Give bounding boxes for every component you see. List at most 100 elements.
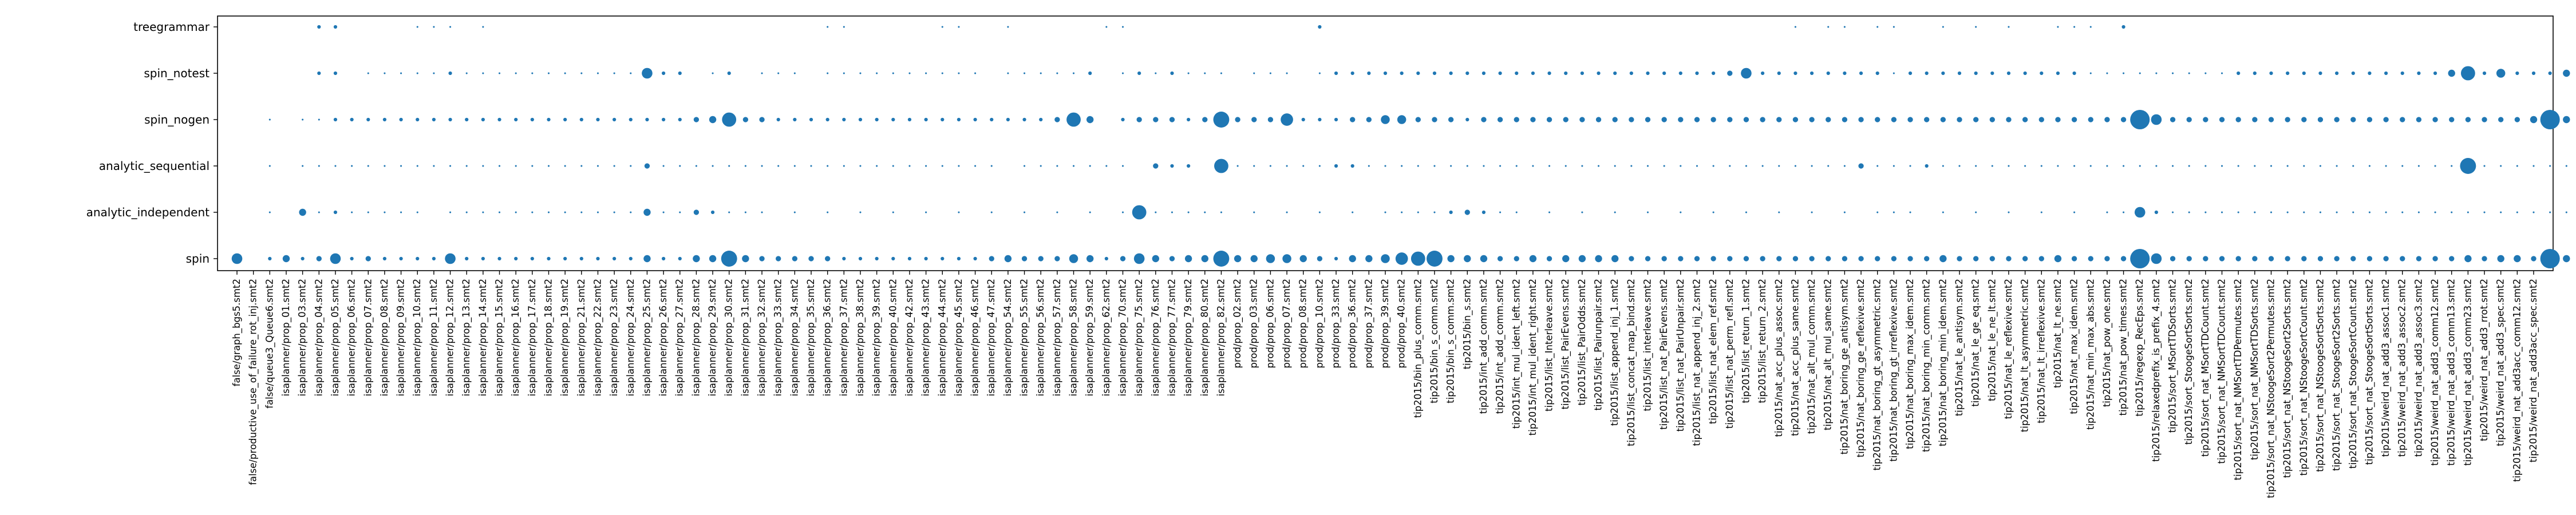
x-tick-label: tip2015/nat_acc_plus_same.smt2 bbox=[1789, 279, 1801, 436]
x-tick-label: tip2015/nat_acc_plus_assoc.smt2 bbox=[1773, 279, 1785, 437]
bubble-spin_notest bbox=[2448, 69, 2455, 77]
bubble-analytic_sequential bbox=[2565, 165, 2567, 167]
bubble-analytic_independent bbox=[2352, 211, 2354, 213]
bubble-spin bbox=[1104, 256, 1108, 261]
bubble-analytic_independent bbox=[2549, 211, 2551, 213]
bubble-spin_notest bbox=[367, 72, 369, 74]
bubble-spin_notest bbox=[2089, 72, 2092, 74]
bubble-analytic_independent bbox=[1089, 211, 1091, 213]
y-tick-label: treegrammar bbox=[133, 20, 210, 34]
bubble-spin bbox=[759, 256, 765, 262]
bubble-spin_nogen bbox=[722, 112, 737, 127]
bubble-spin_notest bbox=[1432, 71, 1437, 76]
bubble-treegrammar bbox=[482, 26, 484, 28]
x-tick-label: tip2015/list_concat_map_bind.smt2 bbox=[1626, 279, 1637, 446]
bubble-spin bbox=[596, 256, 600, 261]
bubble-analytic_independent bbox=[793, 211, 796, 213]
bubble-spin bbox=[1411, 251, 1425, 266]
bubble-spin_notest bbox=[1515, 71, 1519, 76]
bubble-analytic_sequential bbox=[1909, 165, 1911, 167]
bubble-spin_notest bbox=[859, 72, 862, 74]
bubble-spin_nogen bbox=[2350, 117, 2356, 122]
bubble-spin_nogen bbox=[1267, 117, 1274, 122]
bubble-treegrammar bbox=[2057, 26, 2059, 28]
x-tick-label: tip2015/nat_lt_ne.smt2 bbox=[2052, 279, 2064, 388]
bubble-spin_nogen bbox=[448, 117, 452, 122]
bubble-spin bbox=[465, 256, 469, 261]
bubble-spin_notest bbox=[1056, 72, 1058, 74]
bubble-analytic_sequential bbox=[1384, 165, 1386, 167]
x-tick-label: tip2015/weird_nat_add3_spec.smt2 bbox=[2495, 279, 2507, 446]
bubble-spin_notest bbox=[1662, 71, 1666, 76]
bubble-spin bbox=[1152, 255, 1160, 263]
bubble-spin bbox=[1694, 256, 1700, 262]
bubble-analytic_independent bbox=[2286, 211, 2289, 213]
bubble-spin bbox=[497, 256, 501, 261]
bubble-analytic_independent bbox=[1056, 211, 1058, 213]
bubble-spin_nogen bbox=[465, 117, 469, 122]
bubble-analytic_sequential bbox=[1975, 165, 1977, 167]
bubble-analytic_independent bbox=[1909, 211, 1911, 213]
bubble-spin_notest bbox=[1286, 72, 1288, 74]
bubble-spin_nogen bbox=[2186, 117, 2192, 122]
bubble-spin_nogen bbox=[875, 117, 879, 122]
bubble-analytic_independent bbox=[859, 211, 862, 213]
bubble-spin bbox=[1349, 255, 1356, 263]
x-tick-label: false/productive_use_of_failure_rot_inj.… bbox=[248, 279, 259, 485]
bubble-spin bbox=[661, 256, 666, 261]
bubble-analytic_independent bbox=[2073, 211, 2076, 213]
x-tick-label: isaplanner/prop_43.smt2 bbox=[920, 279, 932, 396]
x-tick-label: isaplanner/prop_09.smt2 bbox=[396, 279, 407, 396]
bubble-analytic_sequential bbox=[433, 165, 435, 167]
bubble-analytic_independent bbox=[2434, 211, 2436, 213]
bubble-spin_notest bbox=[2531, 71, 2536, 76]
bubble-spin bbox=[2540, 248, 2560, 269]
bubble-analytic_sequential bbox=[644, 163, 650, 169]
x-tick-label: tip2015/sort_nat_NStoogeSort2Sorts.smt2 bbox=[2282, 279, 2293, 478]
bubble-analytic_sequential bbox=[974, 165, 977, 167]
bubble-spin_notest bbox=[1925, 71, 1929, 76]
bubble-spin_notest bbox=[2460, 66, 2475, 81]
bubble-analytic_independent bbox=[2483, 211, 2486, 213]
bubble-analytic_sequential bbox=[2336, 165, 2338, 167]
bubble-analytic_sequential bbox=[596, 165, 599, 167]
bubble-analytic_sequential bbox=[728, 165, 730, 167]
bubble-spin bbox=[2088, 256, 2093, 262]
bubble-spin_nogen bbox=[1809, 117, 1815, 122]
bubble-analytic_sequential bbox=[1433, 165, 1436, 167]
bubble-analytic_sequential bbox=[334, 165, 337, 167]
bubble-spin bbox=[1234, 255, 1242, 263]
bubble-spin_nogen bbox=[514, 117, 518, 122]
x-tick-label: tip2015/list_Pairunpair.smt2 bbox=[1593, 279, 1605, 410]
bubble-analytic_independent bbox=[1155, 211, 1157, 213]
bubble-spin bbox=[2268, 256, 2274, 262]
bubble-spin bbox=[2252, 256, 2258, 262]
bubble-spin_nogen bbox=[2006, 117, 2012, 122]
x-tick-label: false/graph_bgs5.smt2 bbox=[231, 279, 243, 386]
bubble-spin_nogen bbox=[1530, 117, 1536, 122]
bubble-analytic_independent bbox=[580, 211, 583, 213]
bubble-spin bbox=[2334, 256, 2340, 262]
bubble-analytic_independent bbox=[2171, 211, 2174, 213]
bubble-analytic_sequential bbox=[2532, 165, 2535, 167]
bubble-spin_notest bbox=[1646, 71, 1650, 76]
bubble-spin bbox=[2104, 256, 2110, 262]
bubble-spin_notest bbox=[2384, 71, 2388, 76]
x-tick-label: isaplanner/prop_77.smt2 bbox=[1166, 279, 1178, 396]
bubble-spin bbox=[1858, 256, 1864, 262]
bubble-spin bbox=[1611, 255, 1619, 263]
bubble-analytic_independent bbox=[2385, 211, 2387, 213]
bubble-spin_notest bbox=[1040, 72, 1042, 74]
bubble-spin_nogen bbox=[1301, 117, 1305, 122]
bubble-spin_notest bbox=[661, 71, 666, 76]
bubble-analytic_independent bbox=[333, 210, 338, 215]
bubble-spin bbox=[2301, 256, 2307, 262]
x-tick-label: tip2015/weird_nat_add3_assoc1.smt2 bbox=[2380, 279, 2392, 457]
bubble-analytic_independent bbox=[1515, 211, 1518, 213]
bubble-analytic_sequential bbox=[2368, 165, 2370, 167]
bubble-analytic_independent bbox=[1433, 211, 1436, 213]
bubble-analytic_sequential bbox=[1581, 165, 1583, 167]
bubble-spin_notest bbox=[384, 72, 386, 74]
bubble-spin_nogen bbox=[1281, 113, 1293, 126]
x-tick-label: tip2015/nat_boring_gt_irreflexive.smt2 bbox=[1888, 279, 1899, 462]
